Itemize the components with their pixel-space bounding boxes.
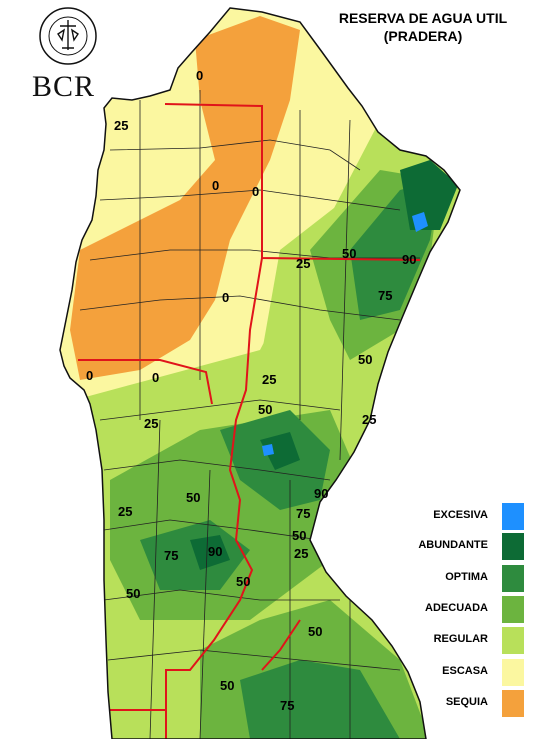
- legend-item-escasa: ESCASA: [380, 659, 530, 687]
- legend-label: ADECUADA: [425, 602, 488, 614]
- legend-item-excesiva: EXCESIVA: [380, 503, 530, 531]
- province-outline: [59, 7, 461, 739]
- legend-item-optima: OPTIMA: [380, 565, 530, 593]
- isoline-label: 50: [292, 528, 306, 543]
- isoline-label: 50: [358, 352, 372, 367]
- isoline-label: 25: [362, 412, 376, 427]
- isoline-label: 25: [296, 256, 310, 271]
- province-borders-red: [78, 103, 421, 739]
- excesiva-zone-1: [412, 212, 428, 232]
- isoline-label: 50: [126, 586, 140, 601]
- isoline-label: 25: [114, 118, 128, 133]
- isoline-label: 75: [296, 506, 310, 521]
- isoline-labels: 0 0 0 25 25 0 0 50 90 25 75 50 25 50 25 …: [86, 68, 416, 713]
- isoline-label: 25: [144, 416, 158, 431]
- isoline-label: 75: [378, 288, 392, 303]
- legend-label: SEQUIA: [445, 696, 488, 708]
- isoline-label: 50: [308, 624, 322, 639]
- legend-label: ESCASA: [442, 665, 488, 677]
- isoline-label: 75: [280, 698, 294, 713]
- isoline-label: 50: [342, 246, 356, 261]
- bcr-logo-text: BCR: [32, 70, 96, 103]
- legend-item-adecuada: ADECUADA: [380, 596, 530, 624]
- legend-item-abundante: ABUNDANTE: [380, 533, 530, 561]
- abundante-zone-2: [260, 432, 300, 470]
- abundante-zone-1: [400, 160, 458, 230]
- sequia-zone-north: [70, 16, 300, 380]
- isoline-label: 90: [314, 486, 328, 501]
- bcr-seal-logo: [39, 7, 97, 65]
- isoline-label: 25: [294, 546, 308, 561]
- map-subtitle: (PRADERA): [383, 28, 463, 44]
- isoline-label: 25: [118, 504, 132, 519]
- legend-swatch: [502, 565, 524, 592]
- isoline-label: 0: [222, 290, 229, 305]
- isoline-label: 50: [186, 490, 200, 505]
- legend-item-sequia: SEQUIA: [380, 690, 530, 718]
- isoline-label: 50: [258, 402, 272, 417]
- legend-swatch: [502, 659, 524, 686]
- legend-label: OPTIMA: [445, 571, 488, 583]
- optima-zone-4: [240, 660, 400, 739]
- isoline-label: 90: [208, 544, 222, 559]
- isoline-label: 50: [220, 678, 234, 693]
- isoline-label: 0: [152, 370, 159, 385]
- abundante-zone-3: [190, 535, 230, 570]
- isoline-label: 0: [86, 368, 93, 383]
- excesiva-zone-2: [262, 444, 274, 456]
- isoline-label: 0: [196, 68, 203, 83]
- legend-swatch: [502, 503, 524, 530]
- legend-swatch: [502, 690, 524, 717]
- legend-item-regular: REGULAR: [380, 627, 530, 655]
- department-boundaries: [79, 90, 420, 739]
- isoline-label: 0: [212, 178, 219, 193]
- legend-swatch: [502, 627, 524, 654]
- legend-label: EXCESIVA: [433, 509, 488, 521]
- isoline-label: 25: [262, 372, 276, 387]
- isoline-label: 50: [236, 574, 250, 589]
- isoline-label: 0: [252, 184, 259, 199]
- map-title: RESERVA DE AGUA UTIL: [338, 10, 508, 26]
- legend-swatch: [502, 596, 524, 623]
- legend-label: ABUNDANTE: [418, 539, 488, 551]
- isoline-label: 75: [164, 548, 178, 563]
- legend-label: REGULAR: [433, 633, 488, 645]
- isoline-label: 90: [402, 252, 416, 267]
- legend-swatch: [502, 533, 524, 560]
